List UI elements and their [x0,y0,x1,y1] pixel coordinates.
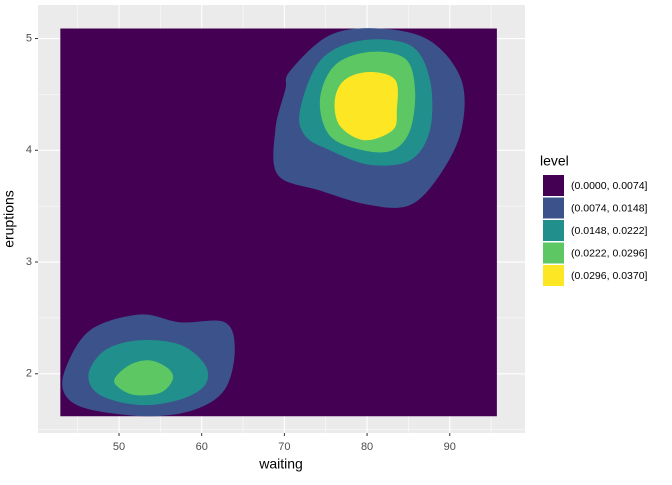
legend-title: level [540,153,569,169]
y-tick-label: 5 [26,32,32,44]
legend-label: (0.0296, 0.0370] [571,270,648,282]
legend-key [543,242,564,264]
y-tick-label: 2 [26,368,32,380]
legend-label: (0.0148, 0.0222] [571,225,648,237]
legend-key [543,197,564,219]
contour-region [334,72,398,141]
legend-label: (0.0222, 0.0296] [571,247,648,259]
x-tick-label: 70 [278,441,290,453]
y-tick-label: 3 [26,256,32,268]
x-tick-label: 60 [196,441,208,453]
legend-label: (0.0000, 0.0074] [571,180,648,192]
y-tick-label: 4 [26,144,32,156]
x-tick-label: 50 [113,441,125,453]
legend-key [543,220,564,241]
y-axis-label: eruptions [1,190,17,248]
legend-key [543,175,564,196]
x-axis-label: waiting [258,456,303,472]
x-tick-label: 90 [444,441,456,453]
x-tick-label: 80 [361,441,373,453]
legend-label: (0.0074, 0.0148] [571,202,648,214]
contour-region [114,360,174,396]
legend-key [543,265,564,286]
